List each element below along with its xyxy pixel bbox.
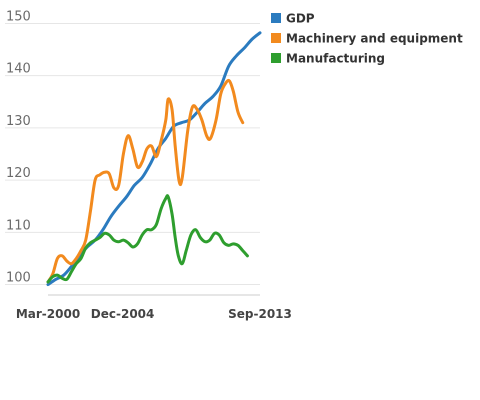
- series-line-manufacturing: [46, 194, 249, 284]
- legend-label-machinery-and-equipment: Machinery and equipment: [286, 32, 463, 46]
- legend-label-manufacturing: Manufacturing: [286, 52, 385, 66]
- legend-swatch-machinery-and-equipment: [271, 33, 281, 43]
- gridlines: [5, 22, 260, 286]
- series-lines: [46, 31, 262, 287]
- y-tick-label: 150: [6, 9, 31, 24]
- y-tick-label: 140: [6, 62, 31, 77]
- x-tick-label: Sep-2013: [228, 307, 292, 321]
- legend-label-gdp: GDP: [286, 12, 315, 26]
- y-tick-label: 130: [6, 114, 31, 129]
- y-tick-label: 110: [6, 218, 31, 233]
- x-tick-label: Mar-2000: [16, 307, 80, 321]
- x-axis-ticks: Mar-2000 Dec-2004 Sep-2013: [16, 307, 292, 321]
- series-line-machinery-and-equipment: [46, 78, 245, 284]
- legend: GDP Machinery and equipment Manufacturing: [271, 12, 463, 66]
- y-tick-label: 100: [6, 271, 31, 286]
- x-tick-label: Dec-2004: [91, 307, 155, 321]
- legend-swatch-manufacturing: [271, 53, 281, 63]
- y-axis-ticks: 100 110 120 130 140 150: [6, 9, 31, 285]
- legend-swatch-gdp: [271, 13, 281, 23]
- y-tick-label: 120: [6, 166, 31, 181]
